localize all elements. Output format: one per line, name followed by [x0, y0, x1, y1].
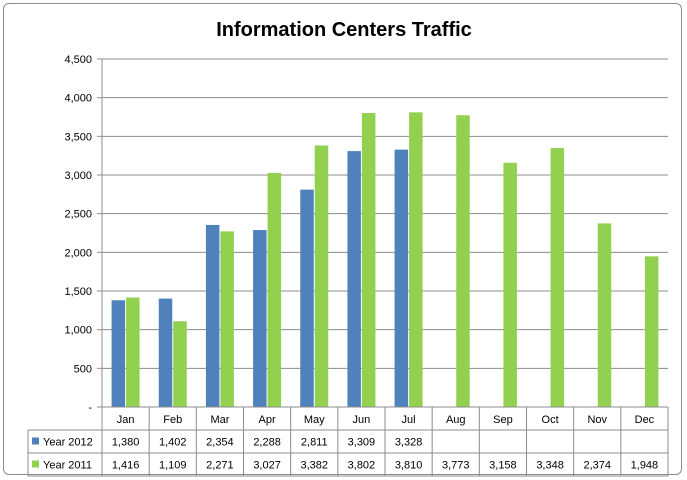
y-tick-label: 1,000 — [64, 325, 92, 337]
y-tick-label: 2,000 — [64, 247, 92, 259]
x-tick-label: Sep — [493, 414, 513, 426]
data-label: 1,416 — [112, 460, 140, 472]
data-table: Year 2012 1,380 1,402 2,354 2,288 2,811 3,309 3… — [27, 407, 669, 477]
y-tick-label: 4,500 — [64, 54, 92, 66]
bar — [205, 224, 220, 407]
data-label: 3,382 — [300, 460, 328, 472]
data-label: 2,374 — [583, 460, 611, 472]
bar — [361, 112, 376, 407]
data-label: 3,773 — [442, 460, 470, 472]
bar — [503, 162, 517, 407]
data-label: 1,109 — [159, 460, 187, 472]
x-tick-label: Feb — [163, 414, 182, 426]
gridlines — [102, 58, 668, 369]
data-label: 2,811 — [301, 437, 328, 449]
data-label: 2,288 — [253, 437, 281, 449]
y-tick-label: 3,500 — [64, 131, 92, 143]
legend-label: Year 2012 — [43, 437, 93, 449]
bar — [644, 256, 659, 407]
bar — [456, 115, 470, 407]
y-tick-label: 500 — [74, 363, 92, 375]
bar — [394, 149, 409, 407]
legend-key — [32, 460, 39, 468]
data-label: 3,328 — [395, 437, 423, 449]
bar — [158, 298, 173, 407]
bar — [173, 321, 187, 407]
data-label: 3,027 — [253, 460, 281, 472]
y-tick-label: 4,000 — [64, 93, 92, 105]
x-tick-label: May — [304, 414, 325, 426]
bar — [314, 145, 329, 407]
data-label: 1,402 — [159, 437, 187, 449]
x-tick-label: Jul — [402, 414, 416, 426]
bar — [409, 112, 423, 408]
x-tick-label: Nov — [587, 414, 607, 426]
bar — [300, 189, 314, 407]
bar — [253, 230, 267, 407]
data-label: 3,810 — [395, 460, 423, 472]
bar — [111, 300, 126, 407]
y-tick-label: 3,000 — [64, 170, 92, 182]
data-label: 3,309 — [348, 437, 376, 449]
data-label: 2,271 — [206, 460, 234, 472]
data-label: 3,158 — [489, 460, 517, 472]
x-tick-label: Oct — [542, 414, 559, 426]
data-label: 3,802 — [348, 460, 376, 472]
x-tick-label: Aug — [446, 414, 466, 426]
y-tick-label: 2,500 — [64, 209, 92, 221]
bar — [267, 172, 282, 407]
bar — [597, 223, 612, 407]
bars — [111, 112, 659, 408]
data-label: 1,948 — [631, 460, 659, 472]
y-tick-label: - — [88, 402, 92, 414]
data-label: 2,354 — [206, 437, 234, 449]
x-tick-label: Jan — [117, 414, 135, 426]
y-tick-label: 1,500 — [64, 286, 92, 298]
bar — [347, 151, 361, 407]
data-label: 1,380 — [112, 437, 140, 449]
chart-title: Information Centers Traffic — [216, 19, 472, 41]
legend-label: Year 2011 — [43, 460, 92, 472]
x-tick-label: Apr — [259, 414, 276, 426]
bar — [126, 297, 140, 407]
x-tick-label: Jun — [353, 414, 371, 426]
data-label: 3,348 — [536, 460, 564, 472]
legend-key — [32, 437, 39, 445]
bar — [550, 148, 565, 407]
x-tick-label: Mar — [210, 414, 229, 426]
x-tick-label: Dec — [635, 414, 655, 426]
bar — [220, 231, 234, 407]
